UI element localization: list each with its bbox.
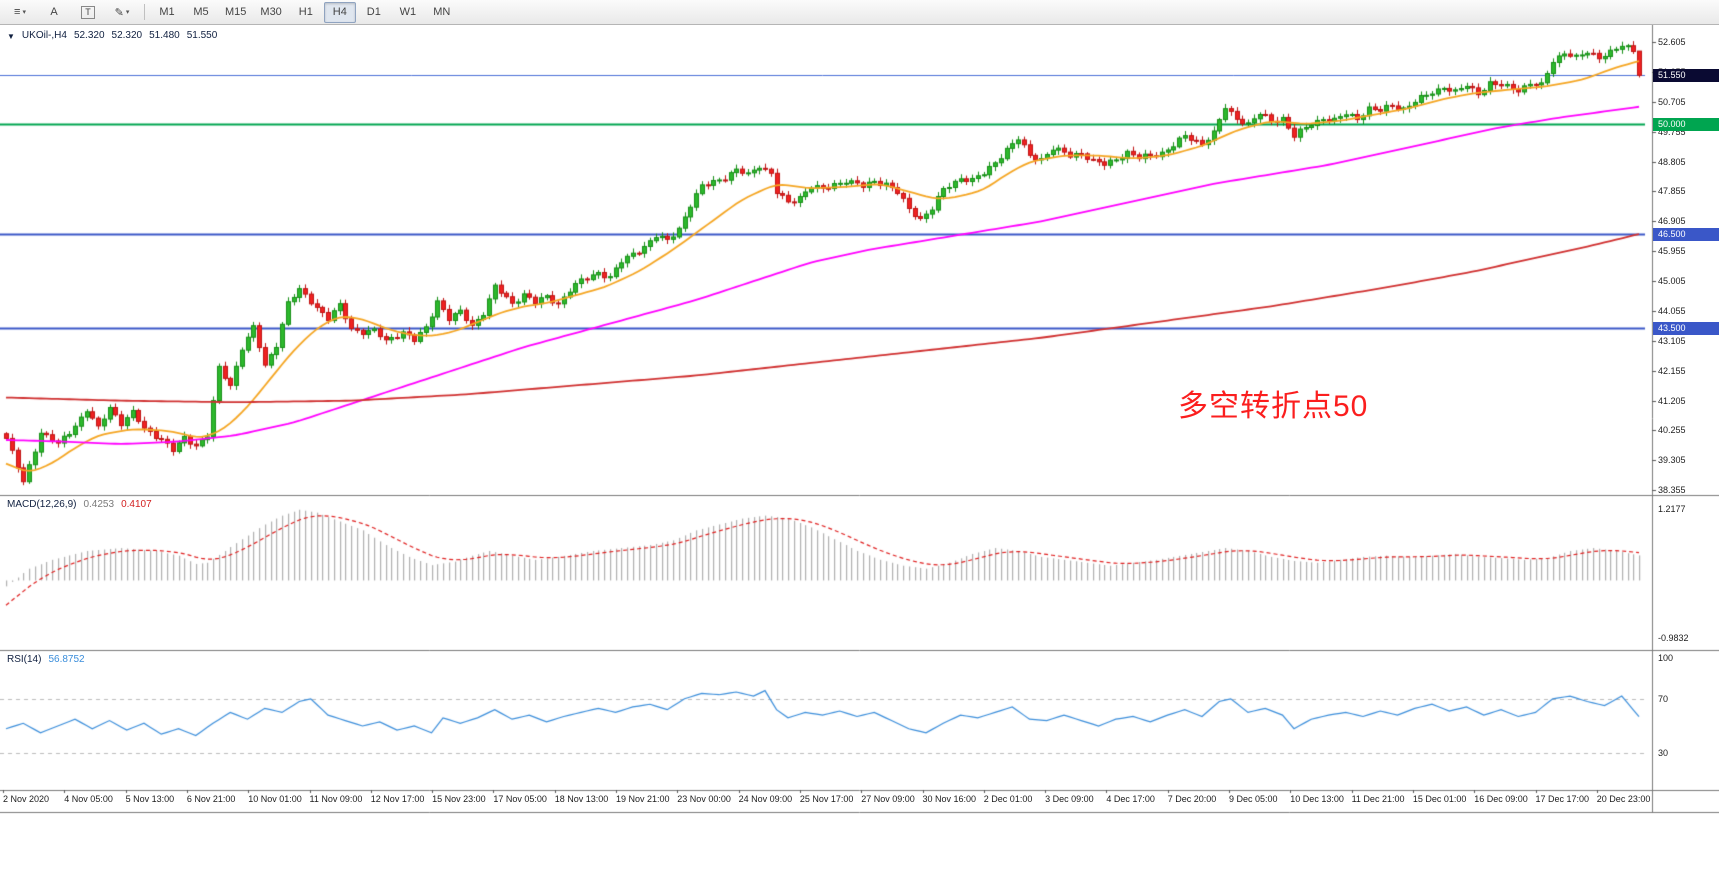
timeframe-d1-button[interactable]: D1 — [366, 6, 381, 18]
chart-window: ▼ UKOil-,H4 52.320 52.320 51.480 51.550 … — [0, 25, 1719, 895]
time-axis-label: 10 Nov 01:00 — [248, 794, 302, 804]
price-axis-label: 43.105 — [1658, 335, 1686, 346]
time-axis-label: 11 Nov 09:00 — [309, 794, 363, 804]
rsi-indicator-label: RSI(14) 56.8752 — [7, 654, 85, 665]
time-axis-label: 12 Nov 17:00 — [370, 794, 425, 804]
price-level-tag: 43.500 — [1653, 321, 1719, 335]
symbol-readout: ▼ UKOil-,H4 52.320 52.320 51.480 51.550 — [7, 30, 217, 41]
rsi-axis-label: 70 — [1658, 693, 1669, 704]
toolbar-separator — [144, 4, 145, 20]
chevron-down-icon: ▾ — [22, 9, 26, 16]
timeframe-m1-button[interactable]: M1 — [159, 6, 175, 18]
time-axis-label: 4 Dec 17:00 — [1106, 794, 1155, 804]
price-axis-label: 45.955 — [1658, 246, 1686, 257]
time-axis-label: 17 Nov 05:00 — [493, 794, 547, 804]
price-level-tag: 51.550 — [1653, 68, 1719, 82]
chevron-down-icon: ▾ — [125, 9, 130, 16]
price-axis-label: 47.855 — [1658, 186, 1686, 197]
chart-annotation-text: 多空转折点50 — [1178, 390, 1369, 423]
time-axis-label: 15 Nov 23:00 — [432, 794, 486, 804]
macd-axis-label: -0.9832 — [1658, 633, 1689, 644]
price-axis-label: 40.255 — [1658, 425, 1686, 436]
time-axis-label: 30 Nov 16:00 — [922, 794, 977, 804]
objects-tool-button[interactable]: ✎ ▾ — [114, 6, 130, 19]
time-axis-label: 18 Nov 13:00 — [554, 794, 609, 804]
toolbar: ≡ ▾ A T ✎ ▾ M1 M5 M15 M30 H1 H4 D1 W1 MN — [0, 0, 1719, 25]
time-axis-label: 9 Dec 05:00 — [1229, 794, 1278, 804]
time-axis-label: 4 Nov 05:00 — [64, 794, 113, 804]
price-axis-label: 44.055 — [1658, 305, 1686, 316]
readout-open: 52.320 — [73, 30, 105, 41]
charts-menu-button[interactable]: ≡ ▾ — [14, 6, 26, 18]
price-axis-label: 39.305 — [1658, 455, 1686, 466]
price-axis-label: 38.355 — [1658, 485, 1686, 496]
time-axis-label: 2 Nov 2020 — [3, 794, 50, 804]
text-tool-button[interactable]: T — [72, 2, 104, 23]
price-axis-label: 50.705 — [1658, 96, 1686, 107]
time-axis-label: 17 Dec 17:00 — [1535, 794, 1590, 804]
time-axis-label: 25 Nov 17:00 — [799, 794, 854, 804]
timeframe-m30-button[interactable]: M30 — [260, 6, 282, 18]
time-axis-label: 20 Dec 23:00 — [1596, 794, 1651, 804]
macd-signal-value: 0.4107 — [121, 499, 152, 510]
toolbar-tools-group: ≡ ▾ A T ✎ ▾ — [4, 2, 138, 23]
price-axis-label: 45.005 — [1658, 276, 1686, 287]
collapse-chart-icon[interactable]: ▼ — [7, 32, 15, 41]
timeframe-m5-button[interactable]: M5 — [193, 6, 209, 18]
timeframe-h4-button[interactable]: H4 — [323, 1, 356, 23]
price-axis-label: 42.155 — [1658, 365, 1686, 376]
timeframe-w1-button[interactable]: W1 — [399, 6, 417, 18]
price-axis-label: 49.755 — [1658, 126, 1686, 137]
time-axis-label: 27 Nov 09:00 — [861, 794, 915, 804]
macd-axis-label: 1.2177 — [1658, 503, 1686, 514]
time-axis-label: 3 Dec 09:00 — [1045, 794, 1094, 804]
macd-name: MACD(12,26,9) — [7, 499, 77, 510]
timeframe-group: M1 M5 M15 M30 H1 H4 D1 W1 MN — [151, 1, 458, 23]
price-chart-canvas[interactable] — [0, 25, 1719, 895]
time-axis-label: 15 Dec 01:00 — [1412, 794, 1467, 804]
readout-close: 51.550 — [186, 30, 218, 41]
time-axis-label: 2 Dec 01:00 — [983, 794, 1033, 804]
time-axis-label: 11 Dec 21:00 — [1351, 794, 1405, 804]
time-axis-label: 6 Nov 21:00 — [186, 794, 236, 804]
time-axis-label: 24 Nov 09:00 — [738, 794, 793, 804]
time-axis-label: 5 Nov 13:00 — [125, 794, 175, 804]
symbol-period-label: UKOil-,H4 — [21, 30, 67, 41]
price-axis-label: 46.905 — [1658, 216, 1686, 227]
timeframe-h1-button[interactable]: H1 — [298, 6, 313, 18]
time-axis-label: 19 Nov 21:00 — [616, 794, 670, 804]
rsi-axis-label: 100 — [1658, 653, 1674, 663]
timeframe-m15-button[interactable]: M15 — [225, 6, 247, 18]
price-level-tag: 46.500 — [1653, 227, 1719, 241]
timeframe-mn-button[interactable]: MN — [433, 6, 451, 18]
time-axis-label: 7 Dec 20:00 — [1167, 794, 1217, 804]
cursor-tool-button[interactable]: A — [50, 6, 58, 18]
price-level-tag: 50.000 — [1653, 117, 1719, 131]
macd-main-value: 0.4253 — [83, 499, 115, 510]
rsi-value: 56.8752 — [48, 654, 85, 665]
readout-high: 52.320 — [111, 30, 143, 41]
time-axis-label: 16 Dec 09:00 — [1474, 794, 1528, 804]
rsi-axis-label: 30 — [1658, 748, 1669, 759]
time-axis-label: 10 Dec 13:00 — [1290, 794, 1344, 804]
macd-indicator-label: MACD(12,26,9) 0.4253 0.4107 — [7, 499, 152, 510]
price-axis-label: 52.605 — [1658, 37, 1686, 48]
price-axis-label: 48.805 — [1658, 156, 1686, 167]
readout-low: 51.480 — [149, 30, 180, 41]
price-axis-label: 41.205 — [1658, 395, 1686, 406]
time-axis-label: 23 Nov 00:00 — [677, 794, 731, 804]
rsi-name: RSI(14) — [7, 654, 42, 665]
